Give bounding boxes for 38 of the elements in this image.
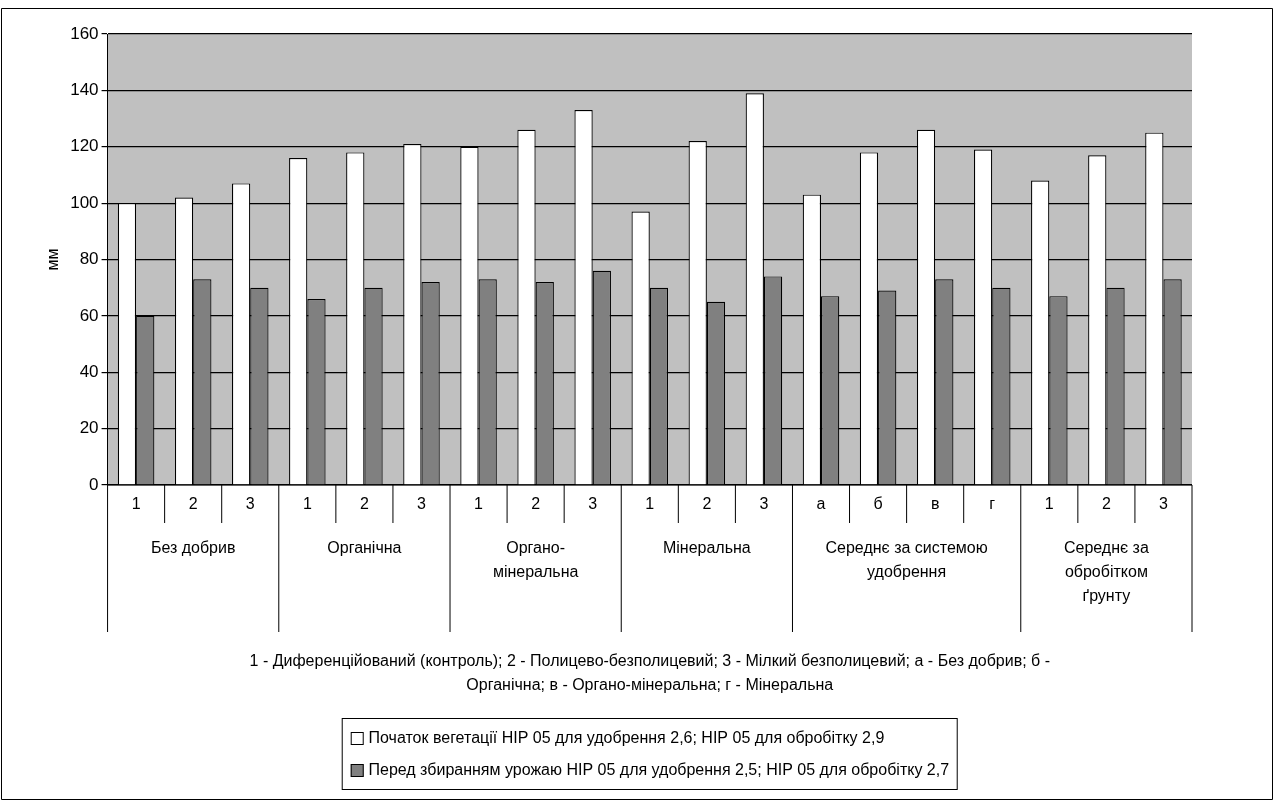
x-tick-label: г [989, 495, 996, 513]
y-tick-label: 120 [70, 136, 99, 156]
x-tick-label: 2 [1101, 495, 1111, 513]
x-tick-label: 1 [1044, 495, 1054, 513]
text: Середнє за обробітком ґрунту [1063, 539, 1149, 605]
x-tick-label: б [873, 495, 883, 513]
x-tick-label: 1 [474, 495, 484, 513]
x-tick-label: 3 [417, 495, 427, 513]
x-tick-label: 2 [188, 495, 198, 513]
y-tick-label: 20 [79, 418, 99, 438]
x-tick-label: 1 [302, 495, 312, 513]
y-tick-label: 160 [70, 23, 99, 43]
x-tick-label: 3 [588, 495, 598, 513]
text: Органо-мінеральна [492, 539, 579, 581]
y-tick-label: 80 [79, 249, 99, 269]
y-tick-label: 60 [79, 305, 99, 325]
y-tick-label: 100 [70, 192, 99, 212]
x-tick-label: 1 [645, 495, 655, 513]
text: Мінеральна [662, 539, 751, 557]
y-tick-label: 40 [79, 361, 99, 381]
x-tick-label: 1 [131, 495, 141, 513]
x-tick-label: 3 [245, 495, 255, 513]
y-axis-title: мм [44, 248, 62, 271]
y-tick-label: 140 [70, 80, 99, 100]
text: 1 - Диференційований (контроль); 2 - Полицево-безполицевий; 3 - Мілкий безполицевий; а - Без добрив; б - Органічна; в - Органо-мінеральна; г - Мінеральна [249, 652, 1051, 694]
text: Без добрив [150, 539, 236, 557]
x-tick-label: 2 [359, 495, 369, 513]
x-tick-label: в [930, 495, 940, 513]
x-tick-label: 2 [531, 495, 541, 513]
y-tick-label: 0 [89, 474, 99, 494]
text: Середнє за системою удобрення [825, 539, 988, 581]
legend-label: Початок вегетації НІР 05 для удобрення 2,6; НІР 05 для обробітку 2,9 [368, 729, 885, 747]
x-tick-label: 3 [759, 495, 769, 513]
legend-label: Перед збиранням урожаю НІР 05 для удобрення 2,5; НІР 05 для обробітку 2,7 [368, 761, 950, 779]
x-tick-label: 2 [702, 495, 712, 513]
x-tick-label: 3 [1159, 495, 1169, 513]
x-tick-label: а [816, 495, 826, 513]
text: Органічна [327, 539, 402, 557]
